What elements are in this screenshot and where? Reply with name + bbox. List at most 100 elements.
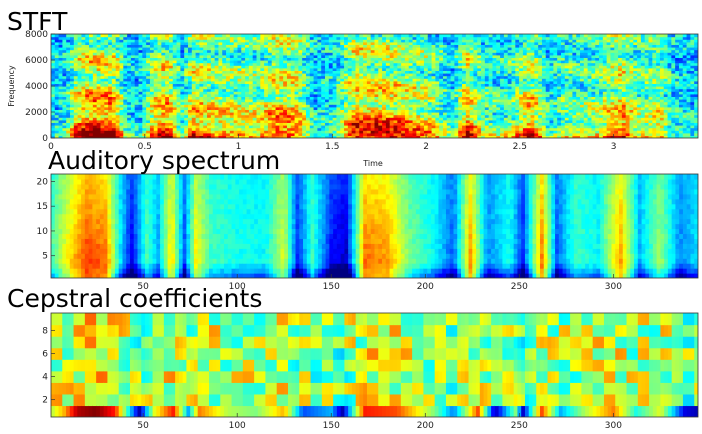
stft-cell — [199, 88, 204, 92]
stft-cell — [359, 135, 364, 138]
stft-cell — [458, 80, 463, 84]
stft-cell — [363, 117, 368, 121]
stft-cell — [146, 88, 151, 92]
stft-cell — [237, 65, 242, 69]
stft-cell — [412, 135, 417, 138]
stft-cell — [222, 67, 227, 71]
stft-cell — [168, 54, 174, 58]
stft-cell — [77, 60, 83, 64]
stft-cell — [321, 104, 326, 108]
stft-cell — [443, 65, 448, 69]
stft-cell — [96, 112, 102, 116]
stft-cell — [477, 99, 482, 103]
stft-cell — [488, 127, 494, 131]
stft-cell — [309, 93, 315, 97]
stft-cell — [123, 34, 128, 38]
stft-cell — [401, 125, 406, 129]
stft-cell — [469, 96, 475, 100]
stft-cell — [378, 125, 383, 129]
stft-cell — [119, 44, 124, 48]
stft-cell — [522, 78, 528, 82]
stft-cell — [446, 132, 452, 136]
stft-cell — [66, 135, 71, 138]
stft-cell — [271, 135, 277, 138]
stft-cell — [153, 127, 159, 131]
stft-cell — [54, 130, 60, 134]
stft-cell — [522, 70, 528, 74]
stft-cell — [465, 75, 471, 79]
stft-cell — [519, 86, 524, 90]
stft-cell — [477, 91, 482, 95]
stft-cell — [264, 91, 269, 95]
stft-cell — [439, 122, 444, 126]
stft-cell — [58, 96, 64, 100]
stft-cell — [404, 75, 410, 79]
stft-cell — [305, 60, 311, 64]
stft-cell — [233, 125, 239, 129]
stft-cell — [507, 60, 513, 64]
stft-cell — [431, 52, 436, 56]
stft-cell — [58, 91, 64, 95]
stft-cell — [408, 70, 414, 74]
stft-cell — [92, 41, 98, 45]
stft-cell — [70, 54, 75, 58]
stft-cell — [66, 57, 71, 61]
stft-cell — [111, 54, 117, 58]
stft-cell — [481, 67, 486, 71]
stft-cell — [203, 36, 208, 40]
stft-cell — [435, 96, 440, 100]
stft-cell — [393, 117, 398, 121]
stft-cell — [484, 75, 490, 79]
stft-cell — [279, 49, 284, 53]
stft-cell — [298, 41, 303, 45]
stft-cell — [328, 52, 334, 56]
stft-cell — [450, 44, 456, 48]
stft-cell — [435, 99, 440, 103]
stft-cell — [146, 91, 151, 95]
stft-cell — [153, 78, 159, 82]
stft-cell — [465, 80, 471, 84]
stft-cell — [252, 80, 258, 84]
stft-cell — [108, 78, 113, 82]
stft-cell — [305, 109, 311, 113]
stft-cell — [423, 41, 429, 45]
stft-cell — [142, 60, 147, 64]
stft-cell — [207, 80, 212, 84]
stft-cell — [446, 119, 452, 123]
stft-cell — [511, 83, 516, 87]
stft-cell — [210, 86, 216, 90]
stft-cell — [492, 73, 497, 77]
stft-cell — [138, 135, 143, 138]
stft-cell — [149, 44, 155, 48]
stft-cell — [172, 60, 178, 64]
stft-cell — [446, 60, 452, 64]
stft-cell — [248, 41, 254, 45]
stft-cell — [119, 96, 124, 100]
stft-cell — [328, 44, 334, 48]
stft-cell — [218, 57, 223, 61]
stft-cell — [473, 88, 478, 92]
stft-cell — [70, 132, 75, 136]
stft-cell — [111, 73, 117, 77]
stft-cell — [522, 73, 528, 77]
stft-cell — [252, 130, 258, 134]
stft-cell — [157, 47, 162, 51]
stft-cell — [450, 106, 456, 110]
stft-cell — [328, 54, 334, 58]
stft-cell — [370, 119, 376, 123]
stft-cell — [51, 109, 56, 113]
stft-cell — [397, 119, 402, 123]
stft-cell — [458, 93, 463, 97]
stft-cell — [241, 78, 246, 82]
stft-cell — [374, 80, 379, 84]
stft-cell — [382, 101, 387, 105]
stft-cell — [294, 57, 299, 61]
stft-cell — [77, 93, 83, 97]
stft-cell — [199, 130, 204, 134]
stft-cell — [149, 39, 155, 43]
stft-cell — [401, 36, 406, 40]
stft-cell — [229, 54, 235, 58]
stft-cell — [180, 34, 185, 38]
stft-cell — [180, 119, 185, 123]
stft-cell — [462, 106, 467, 110]
